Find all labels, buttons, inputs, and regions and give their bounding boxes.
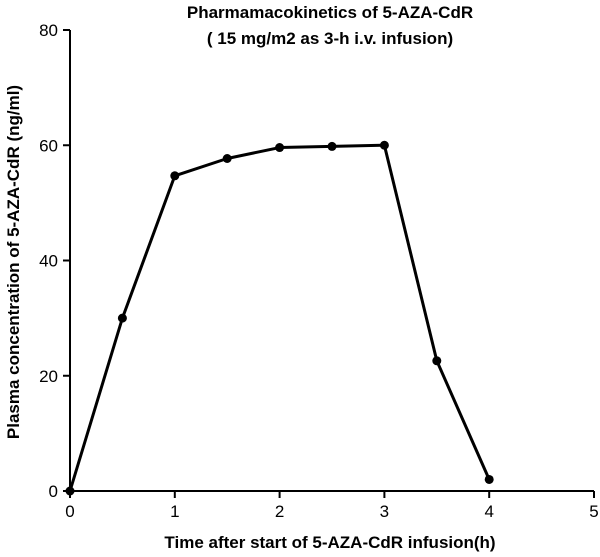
data-point (432, 356, 442, 366)
y-tick-label: 80 (39, 21, 58, 40)
x-tick-label: 4 (484, 502, 493, 521)
y-tick-label: 40 (39, 252, 58, 271)
data-point (65, 486, 75, 496)
x-tick-label: 1 (170, 502, 179, 521)
axes: 0 20 40 60 80 0 1 2 3 4 5 (39, 21, 599, 521)
y-axis-label: Plasma concentration of 5-AZA-CdR (ng/ml… (4, 85, 23, 439)
data-point (117, 313, 127, 323)
x-tick-label: 5 (589, 502, 598, 521)
chart-title: Pharmamacokinetics of 5-AZA-CdR (187, 3, 473, 22)
data-point (379, 140, 389, 150)
y-tick-label: 20 (39, 367, 58, 386)
y-tick-label: 0 (49, 482, 58, 501)
series-line (68, 143, 491, 492)
y-tick-label: 60 (39, 136, 58, 155)
data-point (327, 141, 337, 151)
x-axis-label: Time after start of 5-AZA-CdR infusion(h… (164, 533, 495, 552)
data-point (275, 143, 285, 153)
plot-area (65, 140, 494, 496)
x-tick-label: 0 (65, 502, 74, 521)
data-point (170, 171, 180, 181)
data-point (484, 474, 494, 484)
data-point (222, 154, 232, 164)
chart-subtitle: ( 15 mg/m2 as 3-h i.v. infusion) (207, 29, 453, 48)
x-tick-label: 3 (380, 502, 389, 521)
x-tick-label: 2 (275, 502, 284, 521)
